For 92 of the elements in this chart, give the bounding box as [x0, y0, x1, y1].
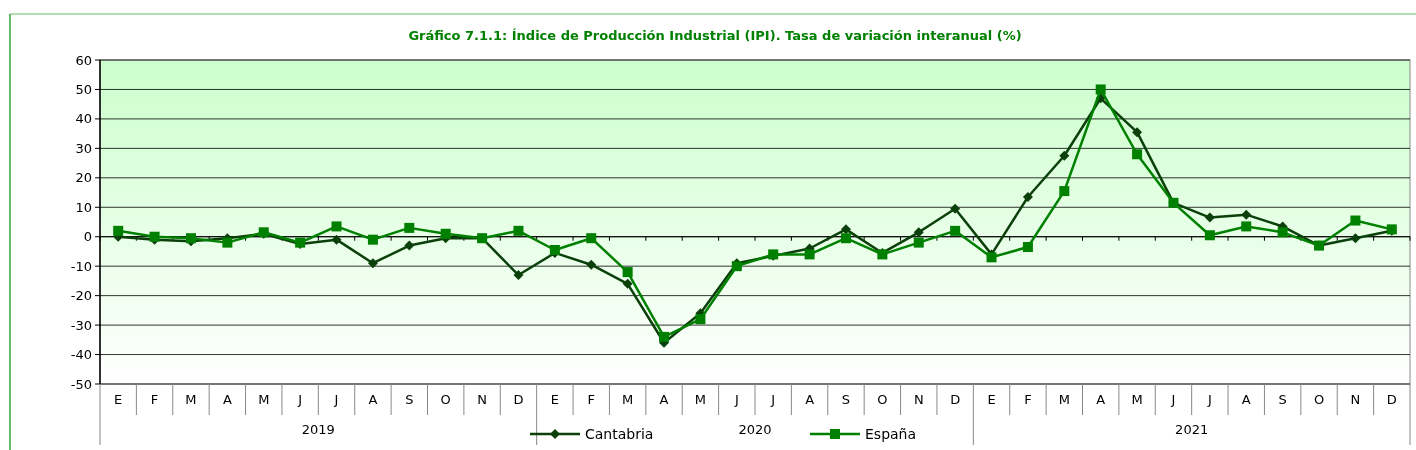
x-tick-label: F — [587, 392, 595, 407]
x-tick-label: E — [114, 392, 123, 407]
x-tick-label: M — [1058, 392, 1070, 407]
x-tick-label: A — [805, 392, 815, 407]
point — [1059, 150, 1070, 161]
point — [1350, 215, 1361, 226]
x-tick-label: J — [1206, 392, 1212, 407]
x-tick-label: S — [1278, 392, 1287, 407]
point — [222, 237, 233, 248]
x-tick-label: E — [550, 392, 559, 407]
point — [513, 225, 524, 236]
point — [113, 225, 124, 236]
y-tick-label: -10 — [70, 258, 92, 274]
point — [1241, 221, 1252, 232]
x-tick-label: J — [1170, 392, 1176, 407]
point — [1095, 84, 1106, 95]
point — [913, 227, 924, 238]
x-tick-label: A — [1241, 392, 1251, 407]
x-tick-label: S — [405, 392, 414, 407]
point — [840, 224, 851, 235]
point — [1241, 209, 1252, 220]
point — [404, 222, 415, 233]
x-tick-label: J — [770, 392, 776, 407]
x-tick-label: M — [694, 392, 707, 407]
point — [622, 267, 633, 278]
y-tick-label: 0 — [83, 229, 92, 245]
point — [913, 237, 924, 248]
point — [331, 221, 342, 232]
x-tick-label: D — [1386, 392, 1397, 407]
point — [404, 240, 415, 251]
x-tick-label: A — [659, 392, 669, 407]
point — [1132, 127, 1143, 138]
y-tick-label: -20 — [70, 288, 92, 304]
point — [1022, 191, 1033, 202]
point — [440, 228, 451, 239]
x-tick-label: D — [513, 392, 524, 407]
point — [840, 233, 851, 244]
point — [586, 233, 597, 244]
x-tick-label: J — [333, 392, 339, 407]
x-tick-label: A — [368, 392, 378, 407]
point — [659, 331, 670, 342]
x-tick-label: O — [877, 392, 888, 407]
y-tick-label: 60 — [75, 52, 92, 68]
point — [1022, 242, 1033, 253]
text: 2019 — [301, 422, 335, 437]
point — [586, 259, 597, 270]
y-tick-label: 20 — [75, 170, 92, 186]
point — [513, 270, 524, 281]
x-tick-label: O — [440, 392, 451, 407]
point — [1204, 230, 1215, 241]
point — [1350, 233, 1361, 244]
point — [367, 234, 378, 245]
y-tick-label: 30 — [75, 140, 92, 156]
y-tick-label: -40 — [70, 347, 92, 363]
x-tick-label: S — [841, 392, 851, 407]
point — [950, 203, 961, 214]
y-tick-label: 40 — [75, 111, 92, 127]
x-tick-label: F — [150, 392, 159, 407]
y-tick-label: 10 — [75, 199, 92, 215]
x-tick-label: M — [1131, 392, 1143, 407]
point — [1277, 227, 1288, 238]
point — [622, 278, 633, 289]
x-tick-label: D — [950, 392, 961, 407]
x-tick-label: J — [733, 392, 739, 407]
x-tick-label: N — [913, 392, 924, 407]
text: 2020 — [738, 422, 772, 437]
point — [1059, 186, 1070, 197]
legend-label: Cantabria — [585, 425, 654, 442]
text: 2021 — [1175, 422, 1209, 437]
x-tick-label: E — [987, 392, 996, 407]
x-tick-label: M — [622, 392, 634, 407]
x-tick-label: O — [1313, 392, 1325, 407]
y-tick-label: 50 — [75, 82, 92, 97]
x-tick-label: J — [297, 392, 303, 407]
x-tick-label: M — [258, 392, 270, 407]
point — [331, 234, 342, 245]
x-tick-label: M — [185, 392, 197, 407]
x-tick-label: N — [1350, 392, 1361, 407]
y-tick-label: -50 — [70, 376, 92, 392]
point — [1204, 212, 1215, 223]
x-tick-label: F — [1024, 392, 1032, 407]
legend-label: España — [865, 425, 917, 442]
x-tick-label: A — [222, 392, 232, 407]
x-tick-label: N — [477, 392, 487, 407]
point — [695, 314, 706, 325]
chart-title: Gráfico 7.1.1: Índice de Producción Industrial (IPI). Tasa de variación interanual (%) — [408, 28, 1022, 43]
y-tick-label: -30 — [70, 317, 92, 333]
point — [804, 249, 815, 260]
point — [1132, 149, 1143, 160]
x-tick-label: A — [1096, 392, 1106, 407]
point — [950, 225, 961, 236]
point — [367, 258, 378, 269]
